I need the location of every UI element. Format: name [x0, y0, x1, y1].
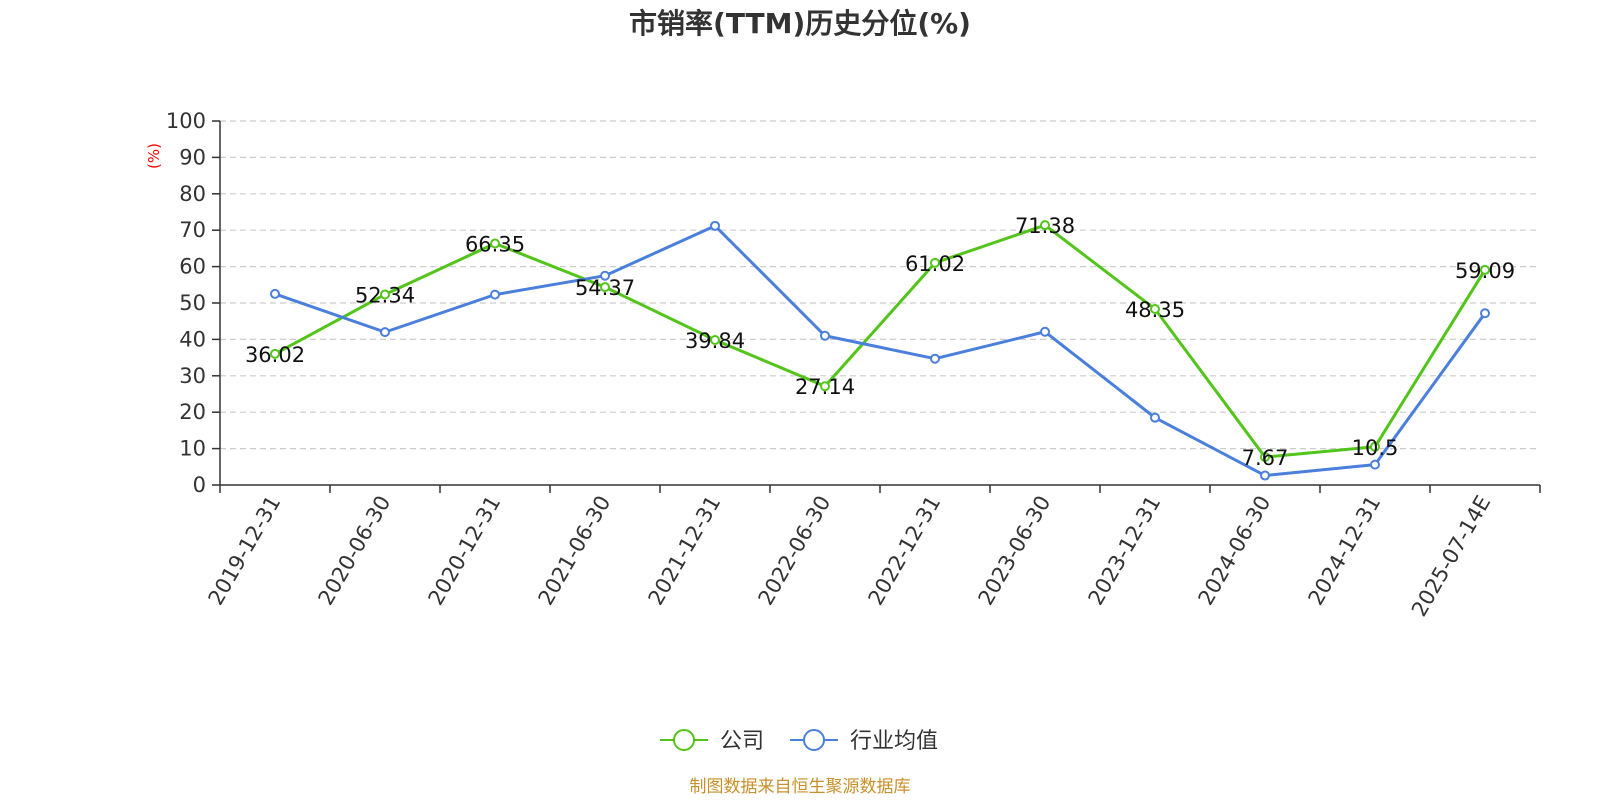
series-line: [274, 223, 1487, 459]
data-point: [270, 348, 280, 359]
data-point: [930, 353, 940, 364]
data-point: [1040, 220, 1050, 231]
data-point: [1150, 412, 1160, 423]
legend-item[interactable]: 公司: [660, 729, 764, 754]
data-point: [1040, 326, 1050, 337]
y-tick-label: 60: [179, 255, 206, 279]
legend-label: 行业均值: [850, 729, 938, 754]
y-tick-label: 90: [179, 145, 206, 169]
data-labels: 36.02 52.34 66.35 54.37 39.84 27.14 61.02 71.38…: [245, 214, 1515, 470]
data-point: [600, 282, 610, 293]
data-point: [1150, 304, 1160, 315]
x-tick-label: 2024-06-30: [1194, 492, 1276, 610]
data-point: [1260, 452, 1270, 463]
y-tick-label: 40: [179, 327, 206, 351]
data-point: [1370, 441, 1380, 452]
data-label: 27.14: [795, 375, 855, 399]
data-label: 59.09: [1455, 259, 1515, 283]
x-tick-label: 2021-12-31: [644, 492, 726, 610]
legend-item[interactable]: 行业均值: [790, 729, 938, 754]
data-point: [380, 289, 390, 300]
x-tick-label: 2020-06-30: [314, 492, 396, 610]
data-label: 7.67: [1242, 446, 1289, 470]
data-label: 48.35: [1125, 298, 1185, 322]
y-tick-label: 50: [179, 291, 206, 315]
data-point: [1480, 264, 1490, 275]
x-tick-label: 2022-06-30: [754, 492, 836, 610]
x-tick-label: 2021-06-30: [534, 492, 616, 610]
data-label: 66.35: [465, 232, 525, 256]
y-axis-unit: (%): [145, 143, 163, 169]
data-label: 10.5: [1352, 436, 1399, 460]
x-tick-label: 2020-12-31: [424, 492, 506, 610]
data-label: 52.34: [355, 283, 415, 307]
y-tick-label: 80: [179, 182, 206, 206]
x-tick-label: 2025-07-14E: [1407, 492, 1495, 621]
y-tick-label: 30: [179, 364, 206, 388]
data-point: [1370, 459, 1380, 470]
series-line: [274, 224, 1487, 478]
x-tick-label: 2023-12-31: [1084, 492, 1166, 610]
data-label: 36.02: [245, 343, 305, 367]
data-point: [1260, 470, 1270, 481]
data-label: 39.84: [685, 329, 745, 353]
y-tick-label: 70: [179, 218, 206, 242]
legend-marker: [803, 729, 825, 751]
y-tick-label: 10: [179, 437, 206, 461]
x-tick-label: 2024-12-31: [1304, 492, 1386, 610]
legend-label: 公司: [720, 729, 764, 754]
x-tick-label: 2022-12-31: [864, 492, 946, 610]
y-tick-label: 100: [166, 109, 206, 133]
data-label: 54.37: [575, 276, 635, 300]
y-tick-label: 20: [179, 400, 206, 424]
axes: 0 10 20 30 40 50 60 70 80 90 100 2019-12-31 2020-06-…: [166, 109, 1541, 621]
data-point: [820, 330, 830, 341]
data-label: 71.38: [1015, 214, 1075, 238]
data-point: [490, 289, 500, 300]
data-source: 制图数据来自恒生聚源数据库: [690, 777, 911, 797]
legend-marker: [673, 729, 695, 751]
data-label: 61.02: [905, 252, 965, 276]
series: [270, 220, 1490, 481]
x-tick-label: 2019-12-31: [204, 492, 286, 610]
data-point: [380, 327, 390, 338]
grid: [220, 120, 1540, 450]
data-point: [710, 334, 720, 345]
data-point: [490, 238, 500, 249]
legend[interactable]: 公司 行业均值: [660, 729, 938, 754]
data-point: [930, 257, 940, 268]
data-point: [820, 381, 830, 392]
data-point: [710, 220, 720, 231]
x-tick-label: 2023-06-30: [974, 492, 1056, 610]
data-point: [600, 270, 610, 281]
y-tick-label: 0: [193, 473, 206, 497]
data-point: [270, 288, 280, 299]
chart-title: 市销率(TTM)历史分位(%): [629, 7, 971, 40]
data-point: [1480, 308, 1490, 319]
